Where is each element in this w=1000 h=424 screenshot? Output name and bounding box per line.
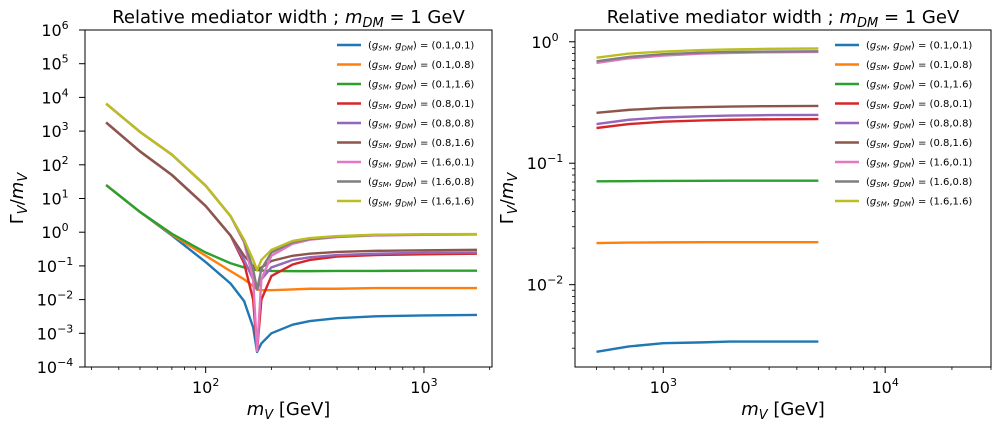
legend-entry-label: (gSM, gDM) = (0.8,0.1) <box>368 99 474 111</box>
legend: (gSM, gDM) = (0.1,0.1) (gSM, gDM) = (0.1,… <box>835 41 972 209</box>
legend-entry-label: (gSM, gDM) = (1.6,0.1) <box>866 158 972 170</box>
y-tick-label: 102 <box>41 154 68 175</box>
series-line-4 <box>596 117 819 130</box>
chart-left: 102 103 10−4 10−3 10−2 10−1 100 101 102 103 104 105… <box>7 7 493 423</box>
legend-entry-label: (gSM, gDM) = (1.6,0.8) <box>866 177 972 189</box>
plot-area <box>596 47 819 354</box>
x-tick-label: 103 <box>410 376 437 397</box>
legend-entry-label: (gSM, gDM) = (1.6,1.6) <box>368 197 474 209</box>
legend-entry-label: (gSM, gDM) = (0.8,1.6) <box>866 138 972 150</box>
y-tick-label: 10−1 <box>37 255 74 276</box>
legend-entry-label: (gSM, gDM) = (0.1,0.8) <box>866 60 972 72</box>
series-line-3 <box>596 179 819 183</box>
chart-right: 103 104 10−2 10−1 100 Relative mediator width… <box>497 7 992 423</box>
series-line-5 <box>596 113 819 126</box>
svg-text:ΓV/mV: ΓV/mV <box>497 172 521 225</box>
legend: (gSM, gDM) = (0.1,0.1) (gSM, gDM) = (0.1,… <box>337 41 474 209</box>
x-tick-label: 103 <box>650 376 677 397</box>
legend-entry-label: (gSM, gDM) = (0.1,1.6) <box>368 80 474 92</box>
legend-entry-label: (gSM, gDM) = (0.1,1.6) <box>866 80 972 92</box>
x-tick-label: 102 <box>192 376 219 397</box>
y-tick-label: 101 <box>41 188 68 209</box>
chart-title: Relative mediator width ; mDM = 1 GeV <box>607 7 960 31</box>
legend-entry-label: (gSM, gDM) = (0.8,0.8) <box>368 119 474 131</box>
svg-text:ΓV/mV: ΓV/mV <box>7 172 31 225</box>
y-tick-label: 106 <box>41 19 68 40</box>
legend-entry-label: (gSM, gDM) = (1.6,1.6) <box>866 197 972 209</box>
y-tick-label: 10−1 <box>527 152 564 173</box>
y-tick-label: 10−2 <box>527 274 564 295</box>
series-line-1 <box>596 340 819 354</box>
series-line-1 <box>105 184 478 354</box>
legend-entry-label: (gSM, gDM) = (0.1,0.1) <box>368 41 474 53</box>
y-axis-label: ΓV/mV <box>497 172 521 225</box>
series-line-8 <box>596 50 819 63</box>
series-line-6 <box>105 121 478 272</box>
legend-entry-label: (gSM, gDM) = (0.8,1.6) <box>368 138 474 150</box>
x-tick-label: 104 <box>871 376 898 397</box>
y-tick-label: 103 <box>41 120 68 141</box>
y-tick-label: 10−2 <box>37 289 74 310</box>
y-tick-label: 10−4 <box>37 356 74 377</box>
y-tick-label: 105 <box>41 53 68 74</box>
y-tick-label: 100 <box>531 31 558 52</box>
x-axis-label: mV [GeV] <box>247 399 331 423</box>
legend-entry-label: (gSM, gDM) = (1.6,0.1) <box>368 158 474 170</box>
series-line-2 <box>596 240 819 245</box>
chart-title: Relative mediator width ; mDM = 1 GeV <box>112 7 465 31</box>
axes-frame <box>574 29 992 368</box>
series-line-9 <box>105 102 478 272</box>
series-line-6 <box>596 104 819 115</box>
legend-entry-label: (gSM, gDM) = (0.8,0.1) <box>866 99 972 111</box>
series-line-9 <box>596 47 819 59</box>
y-tick-label: 10−3 <box>37 322 74 343</box>
legend-entry-label: (gSM, gDM) = (0.1,0.8) <box>368 60 474 72</box>
x-axis-label: mV [GeV] <box>741 399 825 423</box>
legend-entry-label: (gSM, gDM) = (0.1,0.1) <box>866 41 972 53</box>
legend-entry-label: (gSM, gDM) = (0.8,0.8) <box>866 119 972 131</box>
series-line-3 <box>105 184 477 273</box>
y-axis-label: ΓV/mV <box>7 172 31 225</box>
legend-entry-label: (gSM, gDM) = (1.6,0.8) <box>368 177 474 189</box>
series-line-2 <box>105 184 477 292</box>
y-tick-label: 104 <box>41 86 68 107</box>
plot-area <box>105 102 478 354</box>
y-tick-label: 100 <box>41 221 68 242</box>
